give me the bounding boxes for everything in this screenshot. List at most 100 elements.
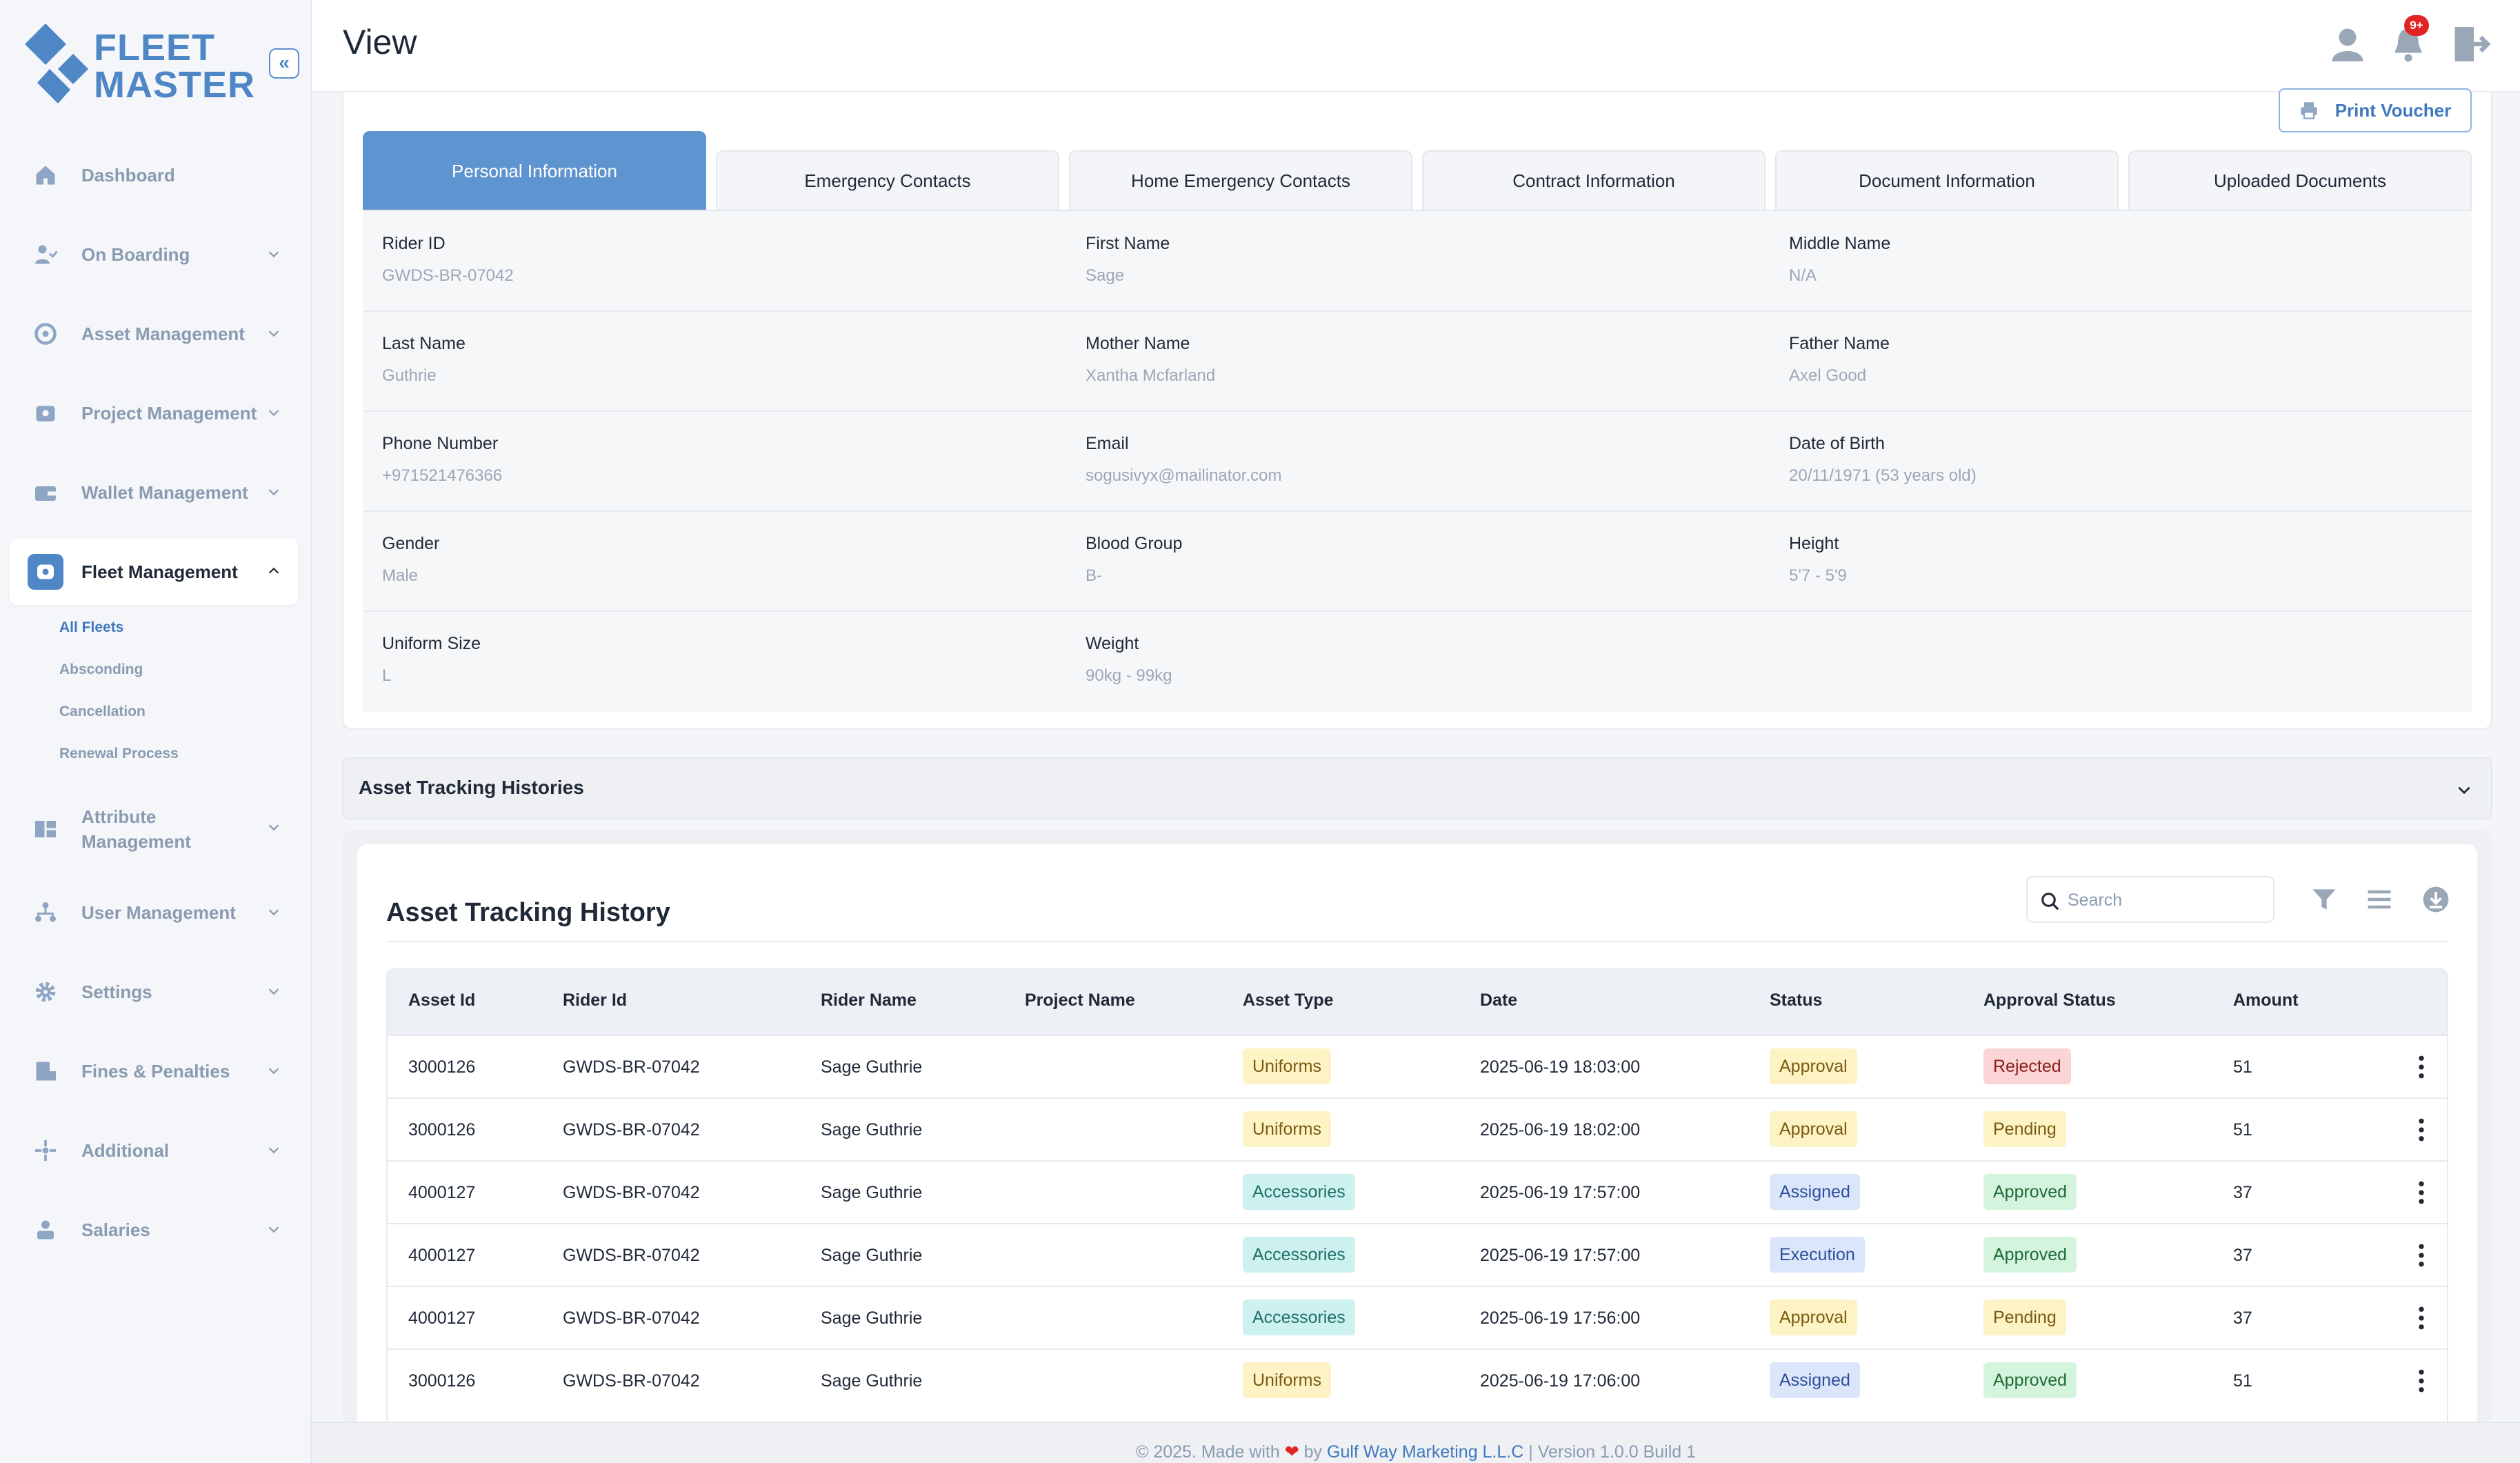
table-row[interactable]: 3000126 GWDS-BR-07042 Sage Guthrie Unifo…	[388, 1097, 2447, 1160]
chevron-down-icon	[268, 489, 279, 496]
fines-icon	[28, 1053, 63, 1089]
footer-copyright: © 2025. Made with	[1135, 1442, 1280, 1462]
table-row[interactable]: 4000127 GWDS-BR-07042 Sage Guthrie Acces…	[388, 1223, 2447, 1286]
table-row[interactable]: 3000126 GWDS-BR-07042 Sage Guthrie Unifo…	[388, 1035, 2447, 1097]
cell-rider-id: GWDS-BR-07042	[563, 1308, 700, 1328]
row-divider	[363, 610, 2472, 612]
download-icon[interactable]	[2421, 884, 2451, 915]
sidebar-item-label: Project Management	[81, 403, 257, 424]
top-header: View	[312, 0, 2520, 92]
logo-mark-icon	[25, 23, 88, 103]
columns-list-icon[interactable]	[2364, 884, 2394, 915]
fleet-master-logo[interactable]: FLEET MASTER	[22, 21, 257, 107]
sidebar-item-dashboard[interactable]: Dashboard	[10, 142, 298, 208]
cell-date: 2025-06-19 17:57:00	[1480, 1183, 1641, 1202]
col-rider-name[interactable]: Rider Name	[821, 991, 917, 1010]
sidebar-sub-renewal-process[interactable]: Renewal Process	[59, 746, 179, 762]
print-voucher-button[interactable]: Print Voucher	[2279, 88, 2472, 132]
sidebar-item-settings[interactable]: Settings	[10, 959, 298, 1025]
chevron-down-icon	[268, 988, 279, 995]
approval-status-badge: Approved	[1983, 1237, 2077, 1273]
tab-home-emergency-contacts[interactable]: Home Emergency Contacts	[1069, 150, 1412, 210]
sidebar-item-user-management[interactable]: User Management	[10, 879, 298, 946]
field-email: Email sogusivyx@mailinator.com	[1086, 434, 1282, 485]
asset-type-badge: Accessories	[1243, 1300, 1355, 1335]
field-father-name: Father Name Axel Good	[1789, 334, 1890, 385]
sidebar-item-label: Dashboard	[81, 165, 175, 186]
cell-asset-id: 3000126	[408, 1371, 476, 1391]
status-badge: Execution	[1770, 1237, 1865, 1273]
table-row[interactable]: 4000127 GWDS-BR-07042 Sage Guthrie Acces…	[388, 1160, 2447, 1223]
col-approval-status[interactable]: Approval Status	[1983, 991, 2116, 1010]
sidebar-item-label: Salaries	[81, 1220, 150, 1240]
row-actions-icon[interactable]	[2418, 1118, 2425, 1142]
cell-rider-id: GWDS-BR-07042	[563, 1057, 700, 1077]
row-actions-icon[interactable]	[2418, 1306, 2425, 1330]
cell-asset-id: 4000127	[408, 1308, 476, 1328]
cell-amount: 51	[2233, 1371, 2252, 1391]
col-asset-type[interactable]: Asset Type	[1243, 991, 1334, 1010]
sidebar-sub-cancellation[interactable]: Cancellation	[59, 704, 146, 719]
table-row[interactable]: 3000126 GWDS-BR-07042 Sage Guthrie Unifo…	[388, 1348, 2447, 1411]
page-footer: © 2025. Made with ❤ by Gulf Way Marketin…	[312, 1422, 2520, 1463]
table-row[interactable]: 4000127 GWDS-BR-07042 Sage Guthrie Acces…	[388, 1286, 2447, 1348]
personal-info-grid: Rider ID GWDS-BR-07042 First Name Sage Mid…	[363, 210, 2472, 712]
sidebar-item-fleet-management[interactable]: Fleet Management	[10, 539, 298, 605]
tab-contract-information[interactable]: Contract Information	[1422, 150, 1766, 210]
col-date[interactable]: Date	[1480, 991, 1518, 1010]
cell-rider-id: GWDS-BR-07042	[563, 1120, 700, 1139]
row-actions-icon[interactable]	[2418, 1244, 2425, 1267]
chevron-down-icon	[268, 1226, 279, 1233]
search-input[interactable]	[2068, 887, 2261, 913]
filter-icon[interactable]	[2309, 884, 2339, 915]
sidebar-sub-all-fleets[interactable]: All Fleets	[59, 619, 124, 635]
print-voucher-label: Print Voucher	[2334, 99, 2452, 121]
cell-date: 2025-06-19 17:06:00	[1480, 1371, 1641, 1391]
sidebar-item-project-management[interactable]: Project Management	[10, 380, 298, 446]
tab-personal-information[interactable]: Personal Information	[363, 131, 706, 210]
col-project-name[interactable]: Project Name	[1025, 991, 1135, 1010]
sidebar-item-label: Fleet Management	[81, 561, 238, 582]
collapse-sidebar-button[interactable]: «	[269, 48, 299, 79]
sidebar-item-attribute-management[interactable]: Attribute Management	[10, 795, 298, 864]
row-actions-icon[interactable]	[2418, 1181, 2425, 1204]
col-asset-id[interactable]: Asset Id	[408, 991, 476, 1010]
tab-document-information[interactable]: Document Information	[1775, 150, 2119, 210]
tab-emergency-contacts[interactable]: Emergency Contacts	[716, 150, 1059, 210]
user-profile-icon[interactable]	[2327, 23, 2368, 65]
sidebar-item-wallet-management[interactable]: Wallet Management	[10, 459, 298, 526]
cell-amount: 37	[2233, 1246, 2252, 1265]
sidebar-item-on-boarding[interactable]: On Boarding	[10, 221, 298, 288]
cell-date: 2025-06-19 17:56:00	[1480, 1308, 1641, 1328]
additional-icon	[28, 1133, 63, 1168]
footer-company-link[interactable]: Gulf Way Marketing L.L.C	[1327, 1442, 1524, 1462]
chevron-down-icon	[268, 330, 279, 337]
col-rider-id[interactable]: Rider Id	[563, 991, 628, 1010]
approval-status-badge: Pending	[1983, 1111, 2066, 1147]
sidebar-item-label: Additional	[81, 1140, 170, 1161]
row-divider	[363, 410, 2472, 412]
asset-type-badge: Accessories	[1243, 1174, 1355, 1210]
sidebar-item-additional[interactable]: Additional	[10, 1117, 298, 1184]
gear-icon	[28, 974, 63, 1010]
tab-uploaded-documents[interactable]: Uploaded Documents	[2128, 150, 2472, 210]
project-icon	[28, 395, 63, 431]
col-status[interactable]: Status	[1770, 991, 1823, 1010]
sidebar-sub-absconding[interactable]: Absconding	[59, 661, 143, 677]
row-actions-icon[interactable]	[2418, 1055, 2425, 1079]
sidebar-item-fines-penalties[interactable]: Fines & Penalties	[10, 1038, 298, 1104]
logo-text: FLEET MASTER	[94, 27, 255, 106]
row-actions-icon[interactable]	[2418, 1369, 2425, 1393]
table-search	[2026, 876, 2274, 923]
asset-tracking-accordion[interactable]: Asset Tracking Histories	[342, 757, 2492, 819]
logout-icon[interactable]	[2450, 23, 2491, 65]
notification-badge: 9+	[2404, 15, 2429, 36]
footer-version: | Version 1.0.0 Build 1	[1528, 1442, 1697, 1462]
cell-asset-id: 3000126	[408, 1057, 476, 1077]
chevron-down-icon	[268, 824, 279, 831]
sidebar-item-asset-management[interactable]: Asset Management	[10, 301, 298, 367]
col-amount[interactable]: Amount	[2233, 991, 2299, 1010]
status-badge: Approval	[1770, 1048, 1857, 1084]
heart-icon: ❤	[1284, 1442, 1299, 1462]
sidebar-item-salaries[interactable]: Salaries	[10, 1197, 298, 1263]
